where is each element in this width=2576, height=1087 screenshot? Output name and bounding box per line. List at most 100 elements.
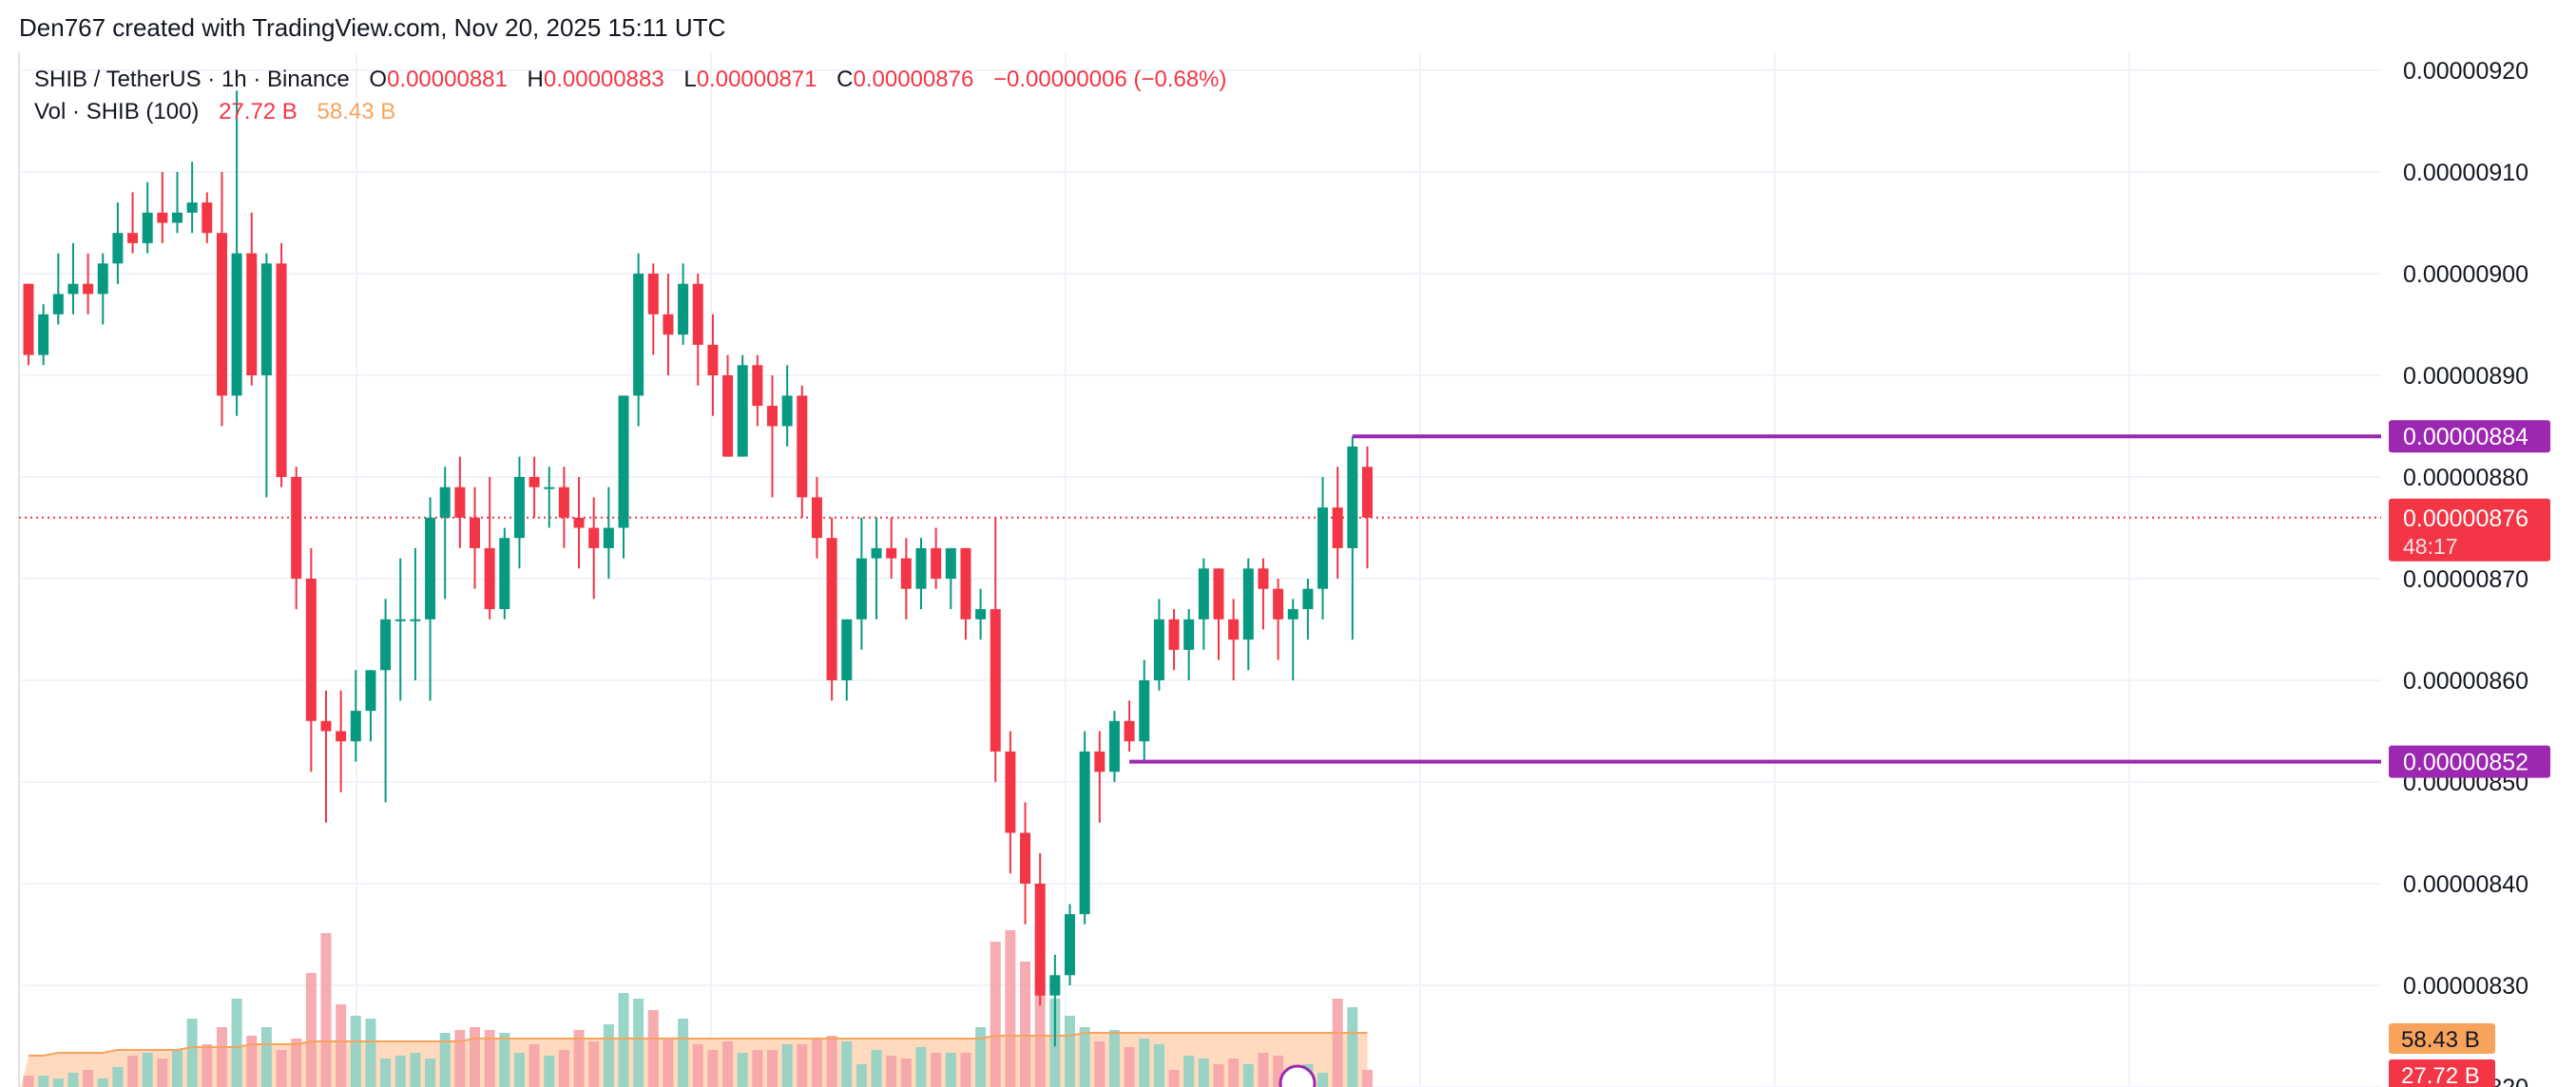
volume-bar [157, 1058, 168, 1087]
candle [365, 670, 376, 742]
candle [871, 517, 882, 620]
volume-bar [1139, 1039, 1150, 1087]
legend-close-value: 0.00000876 [853, 67, 974, 92]
candle [260, 253, 272, 498]
candle [246, 212, 258, 386]
candle [618, 395, 629, 559]
candle-body [83, 283, 94, 295]
candle-body [945, 547, 956, 579]
legend-change: −0.00000006 (−0.68%) [992, 67, 1227, 92]
price-axis-tick: 0.00000870 [2403, 566, 2528, 593]
price-axis-tick: 0.00000880 [2403, 465, 2528, 491]
candle [1228, 599, 1240, 680]
volume-bar [1228, 1058, 1240, 1087]
candle-body [350, 711, 361, 742]
candle [737, 354, 748, 457]
candle [752, 354, 763, 427]
volume-bar [246, 1036, 258, 1087]
candle [1273, 579, 1284, 660]
volume-bar [23, 1076, 34, 1087]
volume-bar [380, 1058, 392, 1087]
candle [722, 354, 734, 457]
candle-body [1079, 751, 1090, 915]
candle [588, 497, 600, 600]
volume-bar [52, 1078, 64, 1087]
candle [513, 456, 525, 569]
candle [1183, 609, 1195, 680]
volume-bar [97, 1078, 108, 1087]
candle-body [855, 558, 867, 620]
volume-bar [291, 1039, 302, 1087]
candle-body [513, 477, 525, 539]
candle-body [960, 547, 971, 620]
candle [1302, 579, 1314, 640]
volume-ma-line [29, 1032, 1368, 1057]
candle [216, 172, 227, 427]
candle-body [305, 579, 317, 721]
candle [960, 547, 971, 640]
candle-body [1302, 588, 1314, 610]
horizontal-line-badge-label: 0.00000884 [2403, 424, 2528, 450]
volume-bar [394, 1056, 406, 1087]
price-axis-tick: 0.00000890 [2403, 363, 2528, 390]
volume-bar [276, 1050, 287, 1087]
legend-volume-label[interactable]: Vol · SHIB (100) [34, 99, 200, 124]
candle-body [1020, 832, 1031, 884]
candle [425, 497, 436, 701]
last-price-badge-bg [2389, 498, 2550, 562]
price-axis-tick: 0.00000900 [2403, 261, 2528, 288]
legend-high-label: H [527, 67, 544, 92]
candle [67, 242, 79, 315]
volume-bar [588, 1041, 600, 1087]
candle-body [588, 527, 600, 548]
candle [336, 690, 347, 792]
candle-body [186, 202, 198, 213]
candle [157, 172, 168, 243]
volume-bar [663, 1039, 674, 1087]
candle-body [1287, 609, 1298, 620]
candle-body [900, 558, 912, 589]
candle [1108, 711, 1120, 782]
candle-body [647, 274, 659, 315]
candle-body [1108, 720, 1120, 772]
candle [573, 477, 585, 569]
volume-bar [990, 942, 1001, 1087]
candle-body [1183, 619, 1195, 650]
candle [1242, 558, 1254, 671]
candle-body [470, 517, 480, 548]
horizontal-line-badge-bg [2389, 745, 2550, 778]
candle [1317, 477, 1329, 620]
candle-body [23, 283, 34, 355]
volume-bar [260, 1027, 272, 1087]
candle [38, 304, 49, 366]
candle [797, 385, 808, 518]
volume-bar [320, 933, 332, 1087]
legend-symbol[interactable]: SHIB / TetherUS · 1h · Binance [34, 67, 350, 92]
candle [1034, 852, 1046, 1006]
volume-bar [365, 1019, 376, 1087]
candle-body [1362, 467, 1373, 518]
price-axis-tick: 0.00000920 [2403, 58, 2528, 85]
volume-bar [202, 1044, 213, 1087]
legend-volume-ma-value: 58.43 B [317, 99, 396, 124]
candle [276, 242, 287, 487]
candle-body [336, 731, 347, 742]
candle [1287, 599, 1298, 680]
candle [186, 162, 198, 234]
candle-body [692, 283, 703, 345]
candle [1258, 558, 1269, 630]
volume-bar [871, 1050, 882, 1087]
candle-body [410, 619, 421, 621]
candle-body [1242, 568, 1254, 640]
candle [1198, 558, 1209, 650]
horizontal-line-badge-label: 0.00000852 [2403, 750, 2528, 776]
candle-body [826, 538, 837, 680]
candle-body [529, 477, 540, 487]
candle-body [841, 619, 853, 680]
volume-bar [425, 1058, 436, 1087]
candle [97, 253, 108, 325]
volume-bar [811, 1039, 822, 1087]
volume-bar [915, 1047, 927, 1087]
